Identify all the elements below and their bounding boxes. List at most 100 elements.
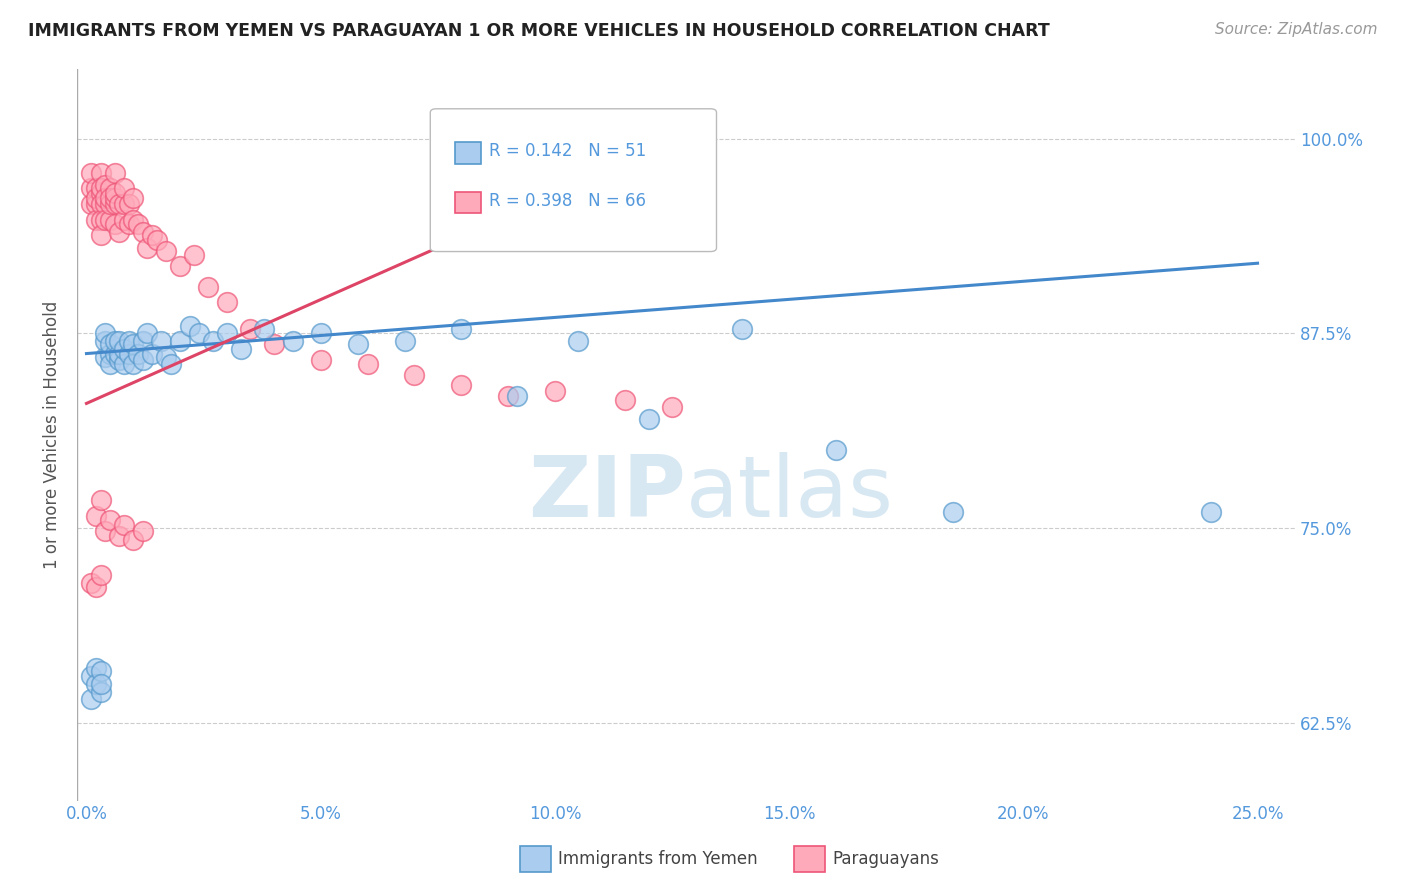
Point xyxy=(131,334,153,348)
Point xyxy=(94,191,117,205)
Point xyxy=(169,334,191,348)
Point xyxy=(84,197,107,211)
Point xyxy=(112,212,135,227)
Point xyxy=(108,225,131,239)
Point xyxy=(84,661,107,675)
Point xyxy=(567,334,589,348)
Point xyxy=(122,337,145,351)
Point xyxy=(98,346,121,360)
Point xyxy=(103,334,125,348)
Text: R = 0.398   N = 66: R = 0.398 N = 66 xyxy=(489,192,645,210)
Point xyxy=(84,212,107,227)
Point xyxy=(169,260,191,274)
Point xyxy=(80,197,103,211)
Point xyxy=(117,197,139,211)
Point xyxy=(122,358,145,372)
Point xyxy=(84,508,107,523)
Point xyxy=(229,342,252,356)
Y-axis label: 1 or more Vehicles in Household: 1 or more Vehicles in Household xyxy=(44,301,60,569)
Point xyxy=(89,166,111,180)
Point xyxy=(141,228,163,243)
Point xyxy=(1199,505,1222,519)
Point xyxy=(94,326,117,341)
Point xyxy=(404,368,426,383)
Point xyxy=(394,334,416,348)
Point xyxy=(112,517,135,532)
Point xyxy=(112,342,135,356)
Point xyxy=(94,350,117,364)
Point xyxy=(347,337,370,351)
Point xyxy=(179,318,201,333)
Point xyxy=(80,669,103,683)
Point xyxy=(103,191,125,205)
Point xyxy=(731,321,754,335)
Point xyxy=(215,295,238,310)
Point xyxy=(89,186,111,201)
Point xyxy=(112,197,135,211)
Point xyxy=(98,358,121,372)
Point xyxy=(661,400,683,414)
Point xyxy=(108,334,131,348)
Point xyxy=(117,217,139,231)
Point xyxy=(450,377,472,392)
Point xyxy=(136,326,159,341)
Point xyxy=(94,334,117,348)
Point xyxy=(183,248,205,262)
Point xyxy=(89,493,111,508)
Text: IMMIGRANTS FROM YEMEN VS PARAGUAYAN 1 OR MORE VEHICLES IN HOUSEHOLD CORRELATION : IMMIGRANTS FROM YEMEN VS PARAGUAYAN 1 OR… xyxy=(28,22,1050,40)
Point xyxy=(108,352,131,367)
Point xyxy=(239,321,262,335)
Point xyxy=(356,358,378,372)
Point xyxy=(103,346,125,360)
Point xyxy=(187,326,209,341)
Point xyxy=(98,181,121,195)
Point xyxy=(89,212,111,227)
Point xyxy=(89,684,111,698)
Point xyxy=(637,412,659,426)
Point xyxy=(281,334,304,348)
Point xyxy=(141,346,163,360)
Point xyxy=(84,191,107,205)
Point xyxy=(215,326,238,341)
Point xyxy=(159,358,181,372)
Point xyxy=(544,384,567,398)
Point xyxy=(80,575,103,590)
Point xyxy=(131,524,153,538)
Point xyxy=(309,352,332,367)
Point xyxy=(127,346,149,360)
Point xyxy=(145,233,167,247)
Point xyxy=(942,505,965,519)
Point xyxy=(253,321,276,335)
Point xyxy=(112,358,135,372)
Point xyxy=(98,191,121,205)
Point xyxy=(98,513,121,527)
Bar xyxy=(454,142,481,164)
Point xyxy=(450,321,472,335)
Point xyxy=(127,217,149,231)
Point xyxy=(614,393,637,408)
Point xyxy=(136,241,159,255)
Point xyxy=(80,166,103,180)
Point xyxy=(263,337,285,351)
Point xyxy=(94,212,117,227)
Point xyxy=(108,529,131,543)
Point xyxy=(80,692,103,706)
Point xyxy=(89,567,111,582)
Point xyxy=(150,334,173,348)
Point xyxy=(117,334,139,348)
Point xyxy=(84,677,107,691)
Point xyxy=(89,677,111,691)
Point xyxy=(94,524,117,538)
Point xyxy=(201,334,224,348)
Point xyxy=(131,352,153,367)
Point xyxy=(117,346,139,360)
Point xyxy=(98,197,121,211)
Point xyxy=(309,326,332,341)
Point xyxy=(89,181,111,195)
Point xyxy=(103,217,125,231)
Point xyxy=(84,181,107,195)
Text: Source: ZipAtlas.com: Source: ZipAtlas.com xyxy=(1215,22,1378,37)
Point xyxy=(131,225,153,239)
Text: Paraguayans: Paraguayans xyxy=(832,850,939,868)
Point xyxy=(103,197,125,211)
